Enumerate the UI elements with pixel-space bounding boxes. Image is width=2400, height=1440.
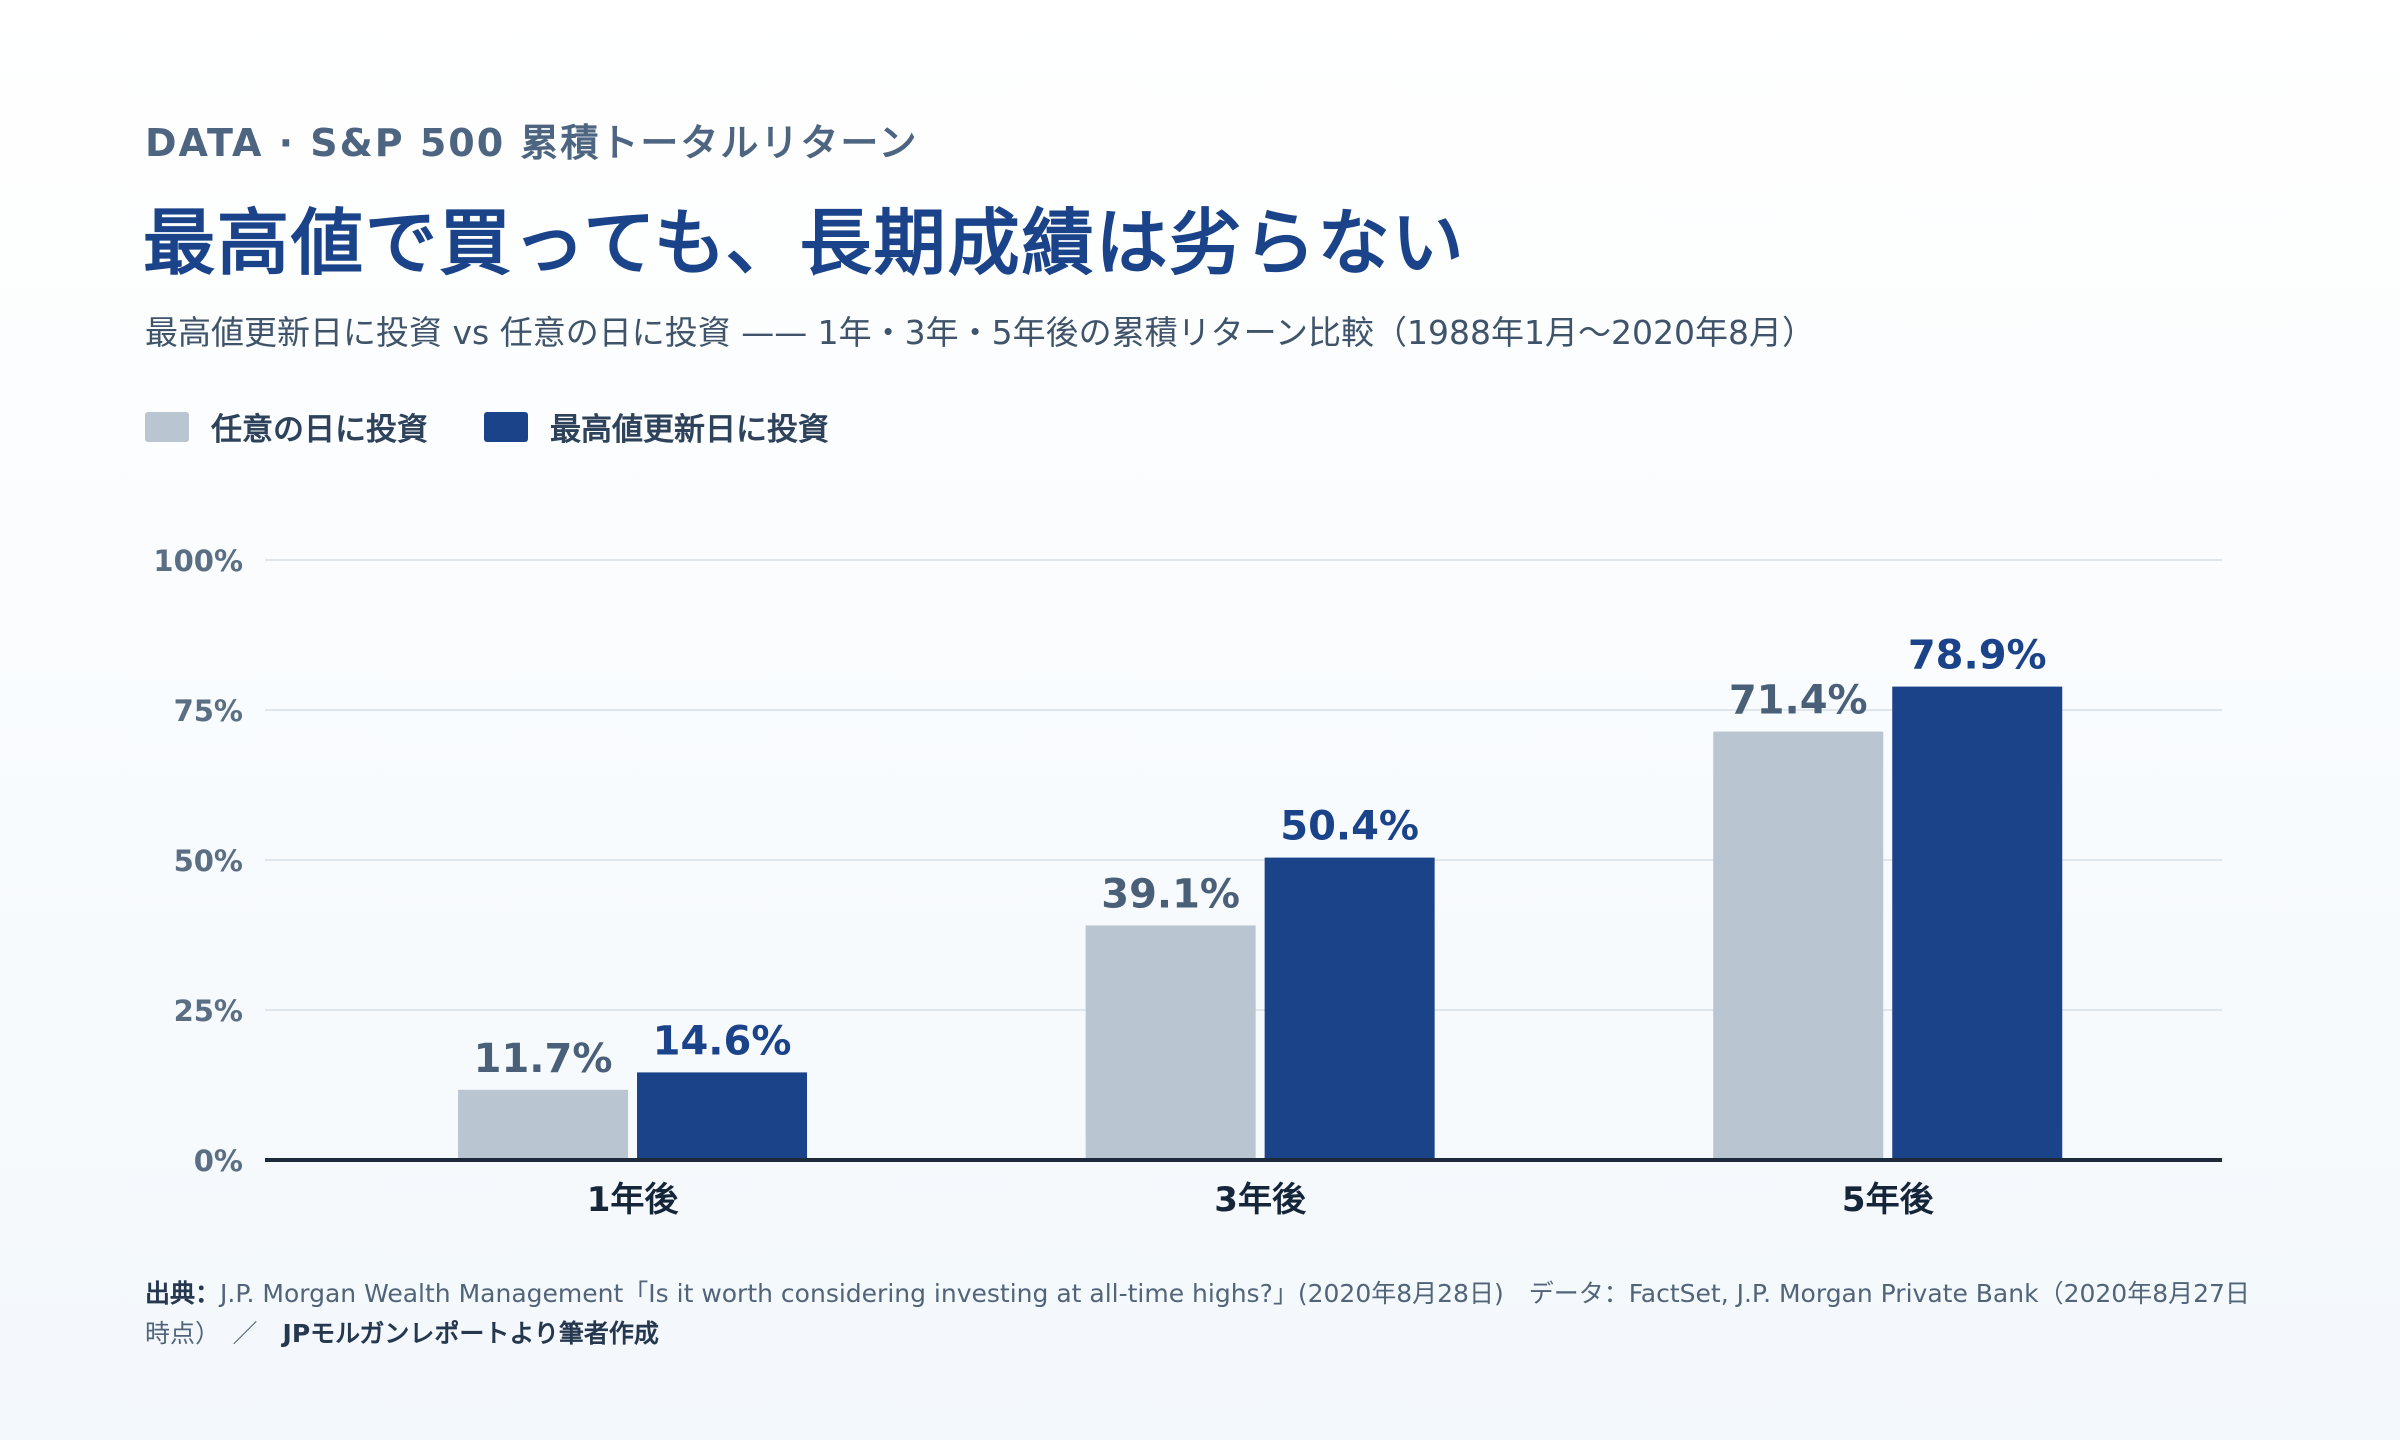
y-tick-label: 25% bbox=[174, 994, 243, 1028]
y-tick-label: 50% bbox=[174, 844, 243, 878]
legend-swatch-any-day bbox=[145, 411, 189, 442]
bar bbox=[1085, 925, 1256, 1160]
source-credit: JPモルガンレポートより筆者作成 bbox=[282, 1319, 659, 1348]
y-tick-label: 0% bbox=[194, 1144, 243, 1178]
legend-label-any-day: 任意の日に投資 bbox=[211, 412, 428, 448]
source-note: 出典：J.P. Morgan Wealth Management「Is it w… bbox=[145, 1274, 2255, 1354]
bar bbox=[458, 1089, 629, 1160]
x-tick-label: 3年後 bbox=[1214, 1180, 1307, 1220]
y-tick-label: 75% bbox=[174, 694, 243, 728]
x-tick-label: 5年後 bbox=[1842, 1180, 1935, 1220]
bar bbox=[1713, 731, 1884, 1160]
source-lead: 出典： bbox=[145, 1279, 221, 1308]
data-label: 71.4% bbox=[1729, 678, 1868, 724]
data-label: 39.1% bbox=[1101, 871, 1240, 917]
legend-item-high: 最高値更新日に投資 bbox=[484, 404, 829, 449]
data-label: 14.6% bbox=[653, 1018, 792, 1064]
bar bbox=[1264, 857, 1435, 1160]
legend-label-high: 最高値更新日に投資 bbox=[550, 412, 829, 448]
legend-item-any-day: 任意の日に投資 bbox=[145, 404, 428, 449]
data-label: 11.7% bbox=[474, 1036, 613, 1082]
bar bbox=[637, 1072, 808, 1160]
legend-swatch-high bbox=[484, 411, 528, 442]
eyebrow: DATA · S&P 500 累積トータルリターン bbox=[145, 121, 919, 165]
source-text: J.P. Morgan Wealth Management「Is it wort… bbox=[145, 1279, 2250, 1348]
x-tick-label: 1年後 bbox=[587, 1180, 680, 1220]
y-tick-label: 100% bbox=[153, 544, 243, 578]
data-label: 78.9% bbox=[1908, 633, 2047, 679]
bar bbox=[1892, 686, 2063, 1160]
subtitle: 最高値更新日に投資 vs 任意の日に投資 —— 1年・3年・5年後の累積リターン… bbox=[145, 313, 1815, 352]
legend: 任意の日に投資 最高値更新日に投資 bbox=[145, 404, 885, 449]
data-label: 50.4% bbox=[1280, 804, 1419, 850]
page-title: 最高値で買っても、長期成績は劣らない bbox=[143, 201, 1466, 285]
